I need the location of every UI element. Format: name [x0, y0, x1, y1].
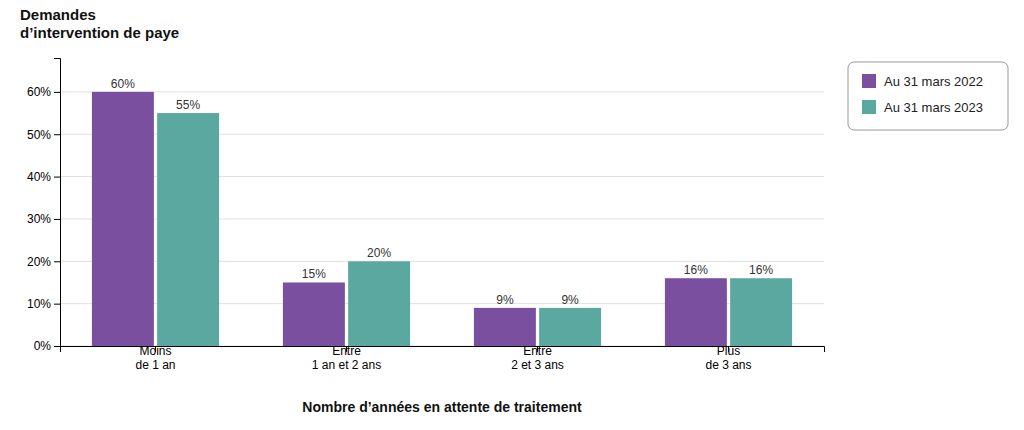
data-label: 60% — [111, 77, 135, 91]
data-labels: 60% 15% 9% 16% 55% 20% 9% 16% — [111, 77, 774, 307]
tick-mark — [54, 261, 60, 262]
legend-swatch — [862, 100, 876, 114]
tick-label-line: de 1 an — [135, 358, 175, 372]
legend-label: Au 31 mars 2023 — [884, 100, 983, 115]
bar — [283, 282, 345, 346]
tick-label-line: Entre — [523, 344, 552, 358]
tick-label-line: Moins — [139, 344, 171, 358]
tick-label: 60% — [27, 85, 51, 99]
data-label: 16% — [684, 263, 708, 277]
tick-label: 40% — [27, 170, 51, 184]
legend-swatch — [862, 74, 876, 88]
tick-label-line: Plus — [717, 344, 740, 358]
tick-label: Plusde 3 ans — [705, 344, 751, 372]
tick: Entre1 an et 2 ans — [312, 344, 381, 372]
tick: 30% — [27, 212, 60, 226]
y-axis: 0% 10% 20% 30% 40% 50% 60% — [27, 59, 61, 354]
tick-label: 10% — [27, 297, 51, 311]
bar — [348, 261, 410, 346]
tick: 0% — [34, 339, 60, 353]
tick-mark — [54, 219, 60, 220]
tick: 40% — [27, 170, 60, 184]
legend-label: Au 31 mars 2022 — [884, 74, 983, 89]
legend-item: Au 31 mars 2022 — [862, 74, 983, 89]
bar — [665, 278, 727, 346]
data-label: 20% — [367, 246, 391, 260]
grid — [60, 92, 824, 346]
x-axis-title: Nombre d’années en attente de traitement — [302, 399, 582, 415]
tick-label-line: 1 an et 2 ans — [312, 358, 381, 372]
tick: Moinsde 1 an — [135, 344, 175, 372]
bar — [157, 113, 219, 346]
data-label: 9% — [561, 293, 579, 307]
data-label: 15% — [302, 267, 326, 281]
tick-label-line: 2 et 3 ans — [511, 358, 564, 372]
tick-mark — [54, 346, 60, 347]
axis-line — [54, 59, 61, 347]
tick-mark — [54, 177, 60, 178]
chart: 60% 15% 9% 16% 55% 20% 9% 16% 0% 10% 20% 30% 40% 50% 6… — [0, 0, 1024, 430]
tick: 50% — [27, 128, 60, 142]
legend: Au 31 mars 2022 Au 31 mars 2023 — [848, 62, 1008, 130]
tick: Entre2 et 3 ans — [511, 344, 564, 372]
tick-label-line: de 3 ans — [705, 358, 751, 372]
tick: Plusde 3 ans — [705, 344, 751, 372]
data-label: 16% — [749, 263, 773, 277]
bar — [92, 92, 154, 346]
tick-mark — [54, 304, 60, 305]
tick-label-line: Entre — [332, 344, 361, 358]
data-label: 55% — [176, 98, 200, 112]
tick-label: Entre2 et 3 ans — [511, 344, 564, 372]
legend-item: Au 31 mars 2023 — [862, 100, 983, 115]
plot: 60% 15% 9% 16% 55% 20% 9% 16% 0% 10% 20% 30% 40% 50% 6… — [27, 59, 825, 416]
bar-series — [92, 92, 727, 346]
tick: 10% — [27, 297, 60, 311]
tick-label: 50% — [27, 128, 51, 142]
tick-mark — [54, 134, 60, 135]
tick-label: 0% — [34, 339, 52, 353]
tick: 20% — [27, 255, 60, 269]
title-line: Demandes — [20, 6, 96, 23]
bar — [539, 308, 601, 346]
x-axis: Moinsde 1 anEntre1 an et 2 ansEntre2 et … — [61, 344, 825, 372]
tick: 60% — [27, 85, 60, 99]
bar-series — [157, 113, 792, 346]
tick-label: 20% — [27, 255, 51, 269]
tick-label: Moinsde 1 an — [135, 344, 175, 372]
title: Demandesd’intervention de paye — [20, 6, 179, 41]
grid-line — [60, 91, 824, 92]
legend-frame — [848, 62, 1008, 130]
bar — [730, 278, 792, 346]
tick-label: Entre1 an et 2 ans — [312, 344, 381, 372]
bar — [474, 308, 536, 346]
tick-mark — [54, 92, 60, 93]
title-line: d’intervention de paye — [20, 24, 179, 41]
data-label: 9% — [496, 293, 514, 307]
tick-label: 30% — [27, 212, 51, 226]
bars — [92, 92, 792, 346]
axis-line — [61, 347, 825, 353]
